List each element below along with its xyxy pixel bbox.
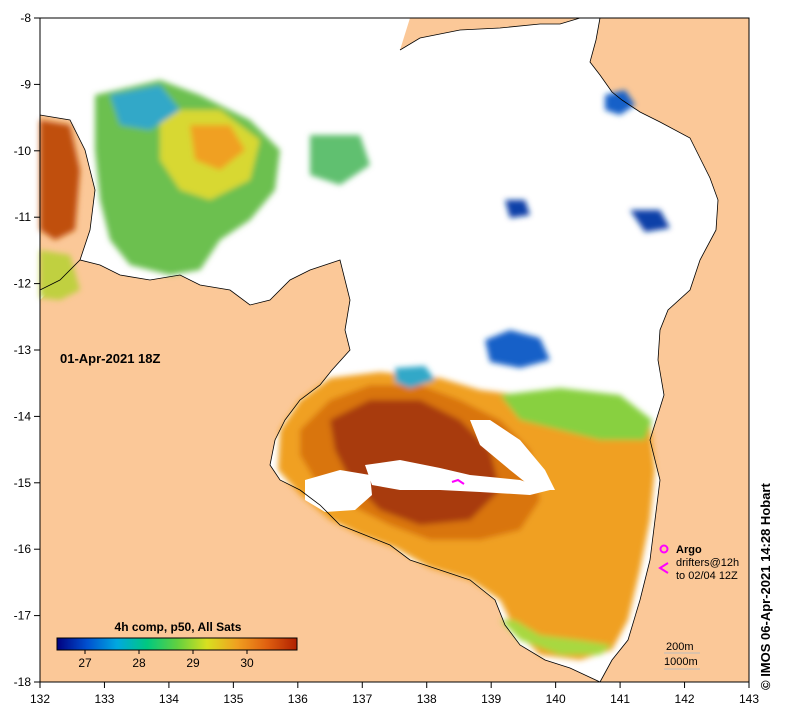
colorbar-tick-label: 27 [78,656,92,670]
coast-west [39,259,601,683]
x-tick-label: 141 [610,692,630,706]
land-cape-york [590,18,749,682]
coastlines [39,17,719,683]
drifter-tracks [451,478,465,485]
credit-text: © IMOS 06-Apr-2021 14:28 Hobart [758,483,773,690]
x-tick-label: 140 [546,692,566,706]
sst-cold-east [605,90,635,115]
contour-1000m-label: 1000m [664,656,698,668]
sst-gulf-cool-east [500,388,652,440]
y-tick-label: -14 [14,409,32,423]
timestamp-label: 01-Apr-2021 18Z [60,351,160,366]
sst-cold-east2 [630,210,670,232]
x-tick-label: 142 [675,692,695,706]
coast-nw [39,114,96,261]
drifter-track-icon [451,478,465,485]
colorbar-tick-label: 30 [240,656,254,670]
argo-float-marker-icon [659,544,669,554]
drifters-to-label: to 02/04 12Z [676,570,738,582]
sst-cool-north [395,366,435,388]
y-tick-label: -13 [14,343,32,357]
drifter-arrow-icon [658,562,669,574]
sst-green-patch [310,135,370,185]
x-tick-label: 135 [223,692,243,706]
x-tick-label: 132 [30,692,50,706]
colorbar-tick-label: 28 [132,656,146,670]
y-axis: -8 -9 -10 -11 -12 -13 -14 -15 -16 -17 -18 [14,11,40,689]
y-tick-label: -8 [20,11,31,25]
colorbar: 4h comp, p50, All Sats 27 28 29 30 [56,620,298,670]
drifters-label: drifters@12h [676,557,739,569]
colorbar-ticks: 27 28 29 30 [78,650,254,670]
x-tick-label: 139 [481,692,501,706]
argo-label: Argo [676,544,702,556]
cloud-gap-3 [470,420,555,490]
land-arnhem [40,260,600,682]
coast-east [589,17,719,683]
colorbar-gradient [56,637,298,651]
y-tick-label: -18 [14,675,32,689]
y-tick-label: -15 [14,476,32,490]
argo-drifter-legend: Argo drifters@12h to 02/04 12Z [658,544,739,582]
x-tick-label: 136 [288,692,308,706]
sst-nw-orange [190,125,245,170]
x-tick-label: 137 [352,692,372,706]
x-tick-label: 143 [739,692,759,706]
x-axis: 132 133 134 135 136 137 138 139 140 141 142 143 [30,682,759,706]
sst-gulf-hot [330,400,500,525]
cloud-gap-2 [365,460,550,495]
y-tick-label: -9 [20,77,31,91]
coast-png [399,17,581,51]
y-tick-label: -10 [14,144,32,158]
colorbar-tick-label: 29 [186,656,200,670]
sst-nw-hot-edge [40,120,80,240]
sst-gulf-cool-south [500,620,612,655]
y-tick-label: -11 [15,210,32,224]
x-tick-label: 138 [417,692,437,706]
land-png-coast [400,18,580,50]
contour-legend: 200m 1000m [664,641,700,670]
cloud-gap-1 [305,470,372,512]
x-tick-label: 133 [94,692,114,706]
x-tick-label: 134 [159,692,179,706]
y-tick-label: -16 [14,542,32,556]
sst-cold-mid [505,200,530,218]
y-tick-label: -17 [14,609,32,623]
y-tick-label: -12 [14,277,32,291]
contour-200m-label: 200m [666,641,694,653]
sst-nw-cool [110,85,180,130]
sst-cold-gulf [485,330,550,368]
sst-yellow-patch [40,250,80,300]
cloud-gaps [305,420,555,512]
colorbar-title: 4h comp, p50, All Sats [115,620,242,634]
